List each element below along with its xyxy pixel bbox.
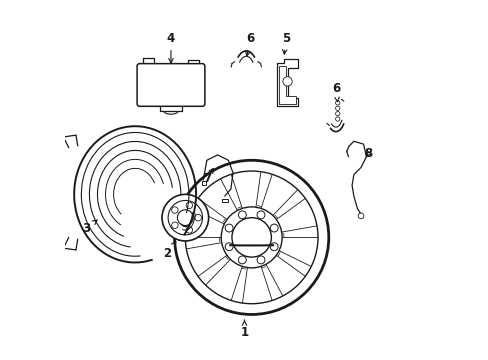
Text: 6: 6	[245, 32, 253, 56]
Circle shape	[171, 222, 178, 229]
Text: 8: 8	[364, 147, 371, 159]
Circle shape	[168, 201, 202, 235]
Text: 4: 4	[166, 32, 175, 63]
Polygon shape	[279, 66, 295, 104]
Text: 1: 1	[240, 320, 248, 339]
Circle shape	[174, 160, 328, 315]
Circle shape	[238, 211, 246, 219]
Circle shape	[221, 207, 282, 268]
Circle shape	[282, 77, 292, 86]
Circle shape	[186, 227, 192, 233]
Circle shape	[335, 106, 339, 111]
Circle shape	[257, 256, 264, 264]
Circle shape	[270, 243, 278, 251]
Circle shape	[162, 194, 208, 241]
Text: 7: 7	[203, 168, 213, 185]
Circle shape	[225, 224, 233, 232]
Circle shape	[186, 202, 192, 208]
Circle shape	[238, 256, 246, 264]
FancyBboxPatch shape	[137, 64, 204, 106]
Circle shape	[270, 224, 278, 232]
Circle shape	[257, 211, 264, 219]
Text: 5: 5	[281, 32, 289, 54]
Polygon shape	[174, 69, 199, 98]
Circle shape	[225, 243, 233, 251]
Circle shape	[171, 207, 178, 213]
Polygon shape	[276, 59, 298, 107]
Text: 2: 2	[163, 242, 176, 260]
Circle shape	[177, 210, 193, 226]
Circle shape	[231, 218, 271, 257]
Circle shape	[195, 215, 201, 221]
Circle shape	[185, 171, 317, 304]
Circle shape	[335, 101, 339, 105]
Polygon shape	[222, 199, 227, 202]
Polygon shape	[142, 69, 169, 98]
Text: 3: 3	[82, 220, 97, 235]
Text: 6: 6	[331, 82, 339, 102]
Circle shape	[335, 112, 339, 116]
Polygon shape	[202, 181, 206, 185]
Circle shape	[335, 117, 339, 121]
Circle shape	[357, 213, 363, 219]
